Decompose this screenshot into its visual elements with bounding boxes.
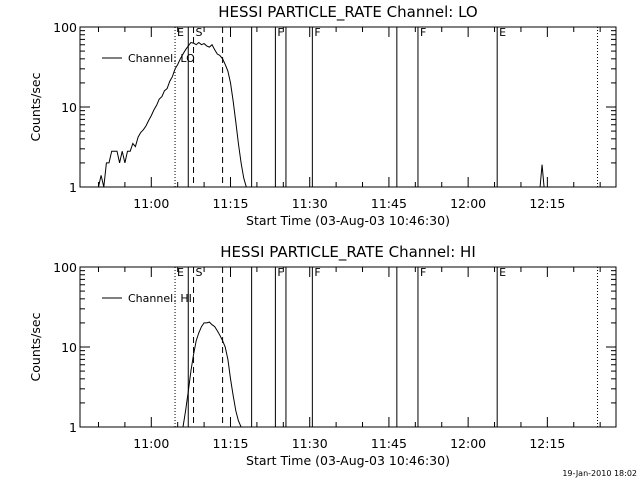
event-marker-label: S — [196, 266, 203, 279]
y-tick-label: 10 — [61, 100, 77, 115]
y-axis-label: Counts/sec — [28, 312, 43, 381]
y-tick-label: 10 — [61, 340, 77, 355]
event-marker-label: E — [177, 266, 184, 279]
x-tick-label: 11:00 — [133, 436, 169, 451]
x-tick-label: 12:00 — [450, 436, 486, 451]
event-marker-label: E — [499, 26, 506, 39]
chart-title: HESSI PARTICLE_RATE Channel: LO — [218, 3, 477, 22]
x-tick-label: 11:15 — [212, 196, 248, 211]
series-line — [98, 41, 247, 187]
legend-label: Channel: LO — [128, 52, 195, 65]
x-axis-label: Start Time (03-Aug-03 10:46:30) — [246, 213, 450, 228]
x-tick-label: 12:15 — [529, 436, 565, 451]
event-marker-label: F — [277, 26, 283, 39]
y-tick-label: 100 — [53, 260, 77, 275]
x-tick-label: 11:30 — [292, 436, 328, 451]
y-axis-label: Counts/sec — [28, 72, 43, 141]
event-marker-label: F — [314, 26, 320, 39]
event-marker-label: E — [499, 266, 506, 279]
event-marker-label: E — [177, 26, 184, 39]
chart-panel-hi: HESSI PARTICLE_RATE Channel: HI Counts/se… — [28, 243, 617, 468]
chart-panel-lo: HESSI PARTICLE_RATE Channel: LO Counts/se… — [28, 3, 617, 228]
event-marker-label: F — [420, 266, 426, 279]
series-line — [182, 321, 242, 427]
x-tick-label: 12:00 — [450, 196, 486, 211]
event-marker-label: F — [420, 26, 426, 39]
plot-frame — [79, 266, 617, 428]
y-tick-label: 1 — [69, 420, 77, 435]
x-axis-label: Start Time (03-Aug-03 10:46:30) — [246, 453, 450, 468]
x-tick-label: 11:45 — [371, 436, 407, 451]
event-marker-label: F — [277, 266, 283, 279]
x-tick-label: 11:45 — [371, 196, 407, 211]
event-marker-label: F — [314, 266, 320, 279]
x-tick-label: 11:30 — [292, 196, 328, 211]
legend-label: Channel: HI — [128, 292, 192, 305]
y-tick-label: 1 — [69, 180, 77, 195]
event-marker-label: S — [196, 26, 203, 39]
y-tick-label: 100 — [53, 20, 77, 35]
footer-timestamp: 19-Jan-2010 18:02 — [562, 469, 637, 478]
x-tick-label: 11:00 — [133, 196, 169, 211]
x-tick-label: 11:15 — [212, 436, 248, 451]
series-spike — [539, 164, 545, 187]
x-tick-label: 12:15 — [529, 196, 565, 211]
plot-frame — [79, 26, 617, 188]
chart-title: HESSI PARTICLE_RATE Channel: HI — [220, 243, 476, 262]
